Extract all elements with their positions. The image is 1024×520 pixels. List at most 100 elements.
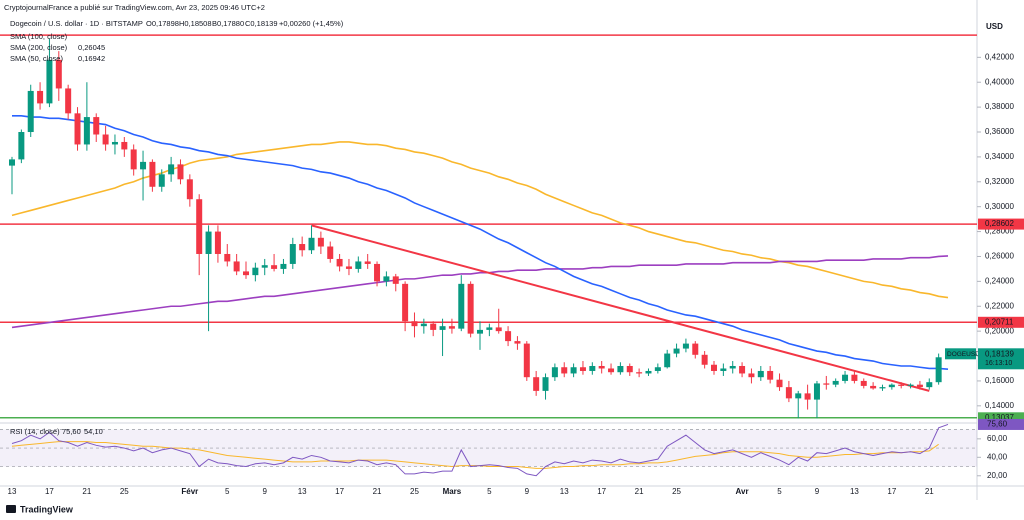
- candle-body: [345, 266, 352, 269]
- candle-body: [579, 367, 586, 371]
- candle-body: [589, 365, 596, 371]
- currency-label: USD: [986, 22, 1003, 31]
- x-tick-label: 17: [887, 487, 896, 496]
- ohlc-low: B0,17880: [212, 19, 244, 28]
- rsi-tick-label: 60,00: [987, 434, 1008, 443]
- candle-body: [823, 383, 830, 385]
- candle-body: [598, 365, 605, 369]
- x-tick-label: 5: [225, 487, 230, 496]
- candle-body: [701, 354, 708, 365]
- rsi-line: [11, 423, 949, 477]
- symbol-title: Dogecoin / U.S. dollar · 1D · BITSTAMP: [10, 19, 143, 28]
- candle-body: [561, 367, 568, 374]
- x-tick-label: Avr: [736, 487, 749, 496]
- legend-value: 0,16942: [78, 54, 105, 63]
- x-tick-label: 21: [82, 487, 91, 496]
- candle-body: [271, 265, 278, 269]
- candle-body: [692, 343, 699, 355]
- candle-body: [289, 244, 296, 264]
- ohlc-open: O0,17898: [146, 19, 179, 28]
- candle-body: [711, 364, 717, 371]
- candle-body: [926, 382, 933, 388]
- candle-body: [477, 329, 483, 334]
- candle-body: [102, 134, 109, 145]
- candle-body: [888, 384, 895, 388]
- candle-body: [233, 261, 240, 272]
- candle-body: [720, 368, 727, 371]
- x-tick-label: 17: [597, 487, 606, 496]
- candle-body: [336, 258, 343, 267]
- y-tick-label: 0,24000: [985, 276, 1014, 285]
- price-tag-box: [978, 348, 1024, 370]
- level-label-box: [978, 218, 1024, 230]
- x-tick-label: 17: [335, 487, 344, 496]
- level-label-box: [978, 412, 1024, 424]
- x-tick-label: 13: [560, 487, 569, 496]
- candle-body: [130, 149, 137, 170]
- candle-body: [898, 384, 905, 386]
- candle-body: [111, 141, 118, 145]
- x-tick-label: 25: [672, 487, 681, 496]
- candle-body: [879, 387, 886, 389]
- legend-entry: SMA (50, close): [10, 54, 63, 63]
- candle-body: [626, 365, 633, 373]
- y-tick-label: 0,26000: [985, 252, 1014, 261]
- candle-body: [785, 387, 792, 399]
- candle-body: [168, 164, 175, 175]
- candle-body: [402, 283, 409, 322]
- rsi-legend: RSI (14, close): [10, 427, 60, 436]
- candle-body: [608, 368, 615, 373]
- ohlc-close: C0,18139: [245, 19, 278, 28]
- candle-body: [739, 365, 746, 374]
- candle-body: [243, 271, 249, 276]
- candle-body: [177, 164, 184, 180]
- candle-body: [140, 161, 147, 170]
- x-tick-label: 13: [850, 487, 859, 496]
- y-tick-label: 0,40000: [985, 77, 1014, 86]
- candle-body: [860, 380, 867, 386]
- x-tick-label: Mars: [443, 487, 462, 496]
- x-tick-label: 9: [262, 487, 267, 496]
- rsi-tick-label: 40,00: [987, 452, 1008, 461]
- legend-value: 0,26045: [78, 43, 105, 52]
- candle-body: [411, 321, 418, 327]
- legend-entry: SMA (100, close): [10, 32, 68, 41]
- candle-body: [654, 367, 661, 371]
- candle-body: [842, 374, 849, 381]
- sma-line: [12, 115, 949, 370]
- x-tick-label: 13: [298, 487, 307, 496]
- candle-body: [392, 276, 399, 284]
- logo-icon: [6, 505, 16, 513]
- countdown: 16:13:10: [985, 360, 1012, 367]
- candle-body: [9, 159, 15, 166]
- candle-body: [374, 263, 381, 282]
- candle-body: [364, 261, 371, 264]
- ohlc-high: H0,18508: [179, 19, 212, 28]
- rsi-tick-label: 20,00: [987, 471, 1008, 480]
- candle-body: [729, 365, 736, 369]
- sma-line: [11, 255, 949, 329]
- candle-body: [158, 174, 165, 187]
- candle-body: [261, 265, 268, 268]
- candle-body: [542, 377, 549, 391]
- y-tick-label: 0,38000: [985, 102, 1014, 111]
- candle-body: [214, 231, 221, 254]
- candle-body: [467, 283, 474, 334]
- x-tick-label: 21: [925, 487, 934, 496]
- candle-body: [533, 377, 540, 391]
- y-tick-label: 0,32000: [985, 177, 1014, 186]
- y-tick-label: 0,16000: [985, 376, 1014, 385]
- candle-body: [18, 132, 25, 160]
- candle-body: [65, 88, 72, 114]
- candle-body: [767, 370, 774, 380]
- candle-body: [74, 113, 81, 145]
- x-tick-label: 13: [8, 487, 17, 496]
- x-tick-label: 5: [777, 487, 782, 496]
- price-tag: 0,18139: [985, 349, 1014, 358]
- candle-body: [327, 246, 334, 259]
- candle-body: [486, 327, 493, 330]
- candle-body: [355, 261, 362, 269]
- candle-body: [505, 331, 512, 342]
- x-tick-label: 5: [487, 487, 492, 496]
- x-tick-label: 25: [410, 487, 419, 496]
